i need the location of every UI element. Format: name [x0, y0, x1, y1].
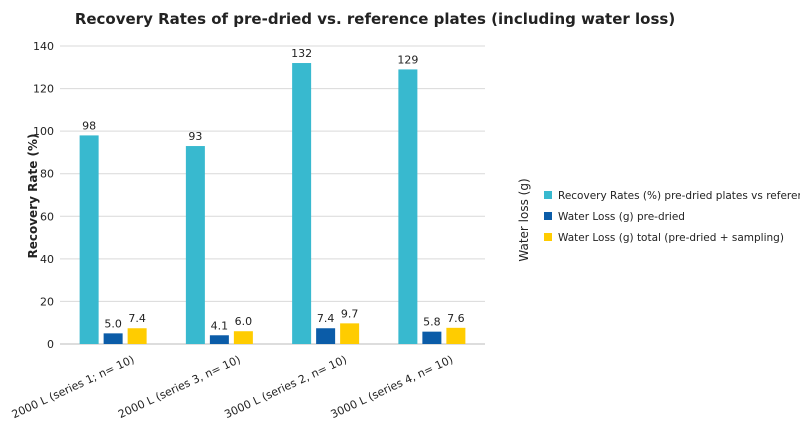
y2-axis-label: Water loss (g) — [517, 178, 531, 261]
y-tick-label: 60 — [40, 210, 54, 223]
legend-swatch — [544, 212, 552, 220]
y-tick-label: 0 — [47, 338, 54, 351]
bar — [292, 63, 312, 345]
data-label: 7.4 — [128, 312, 146, 325]
data-label: 7.4 — [317, 312, 335, 325]
legend-label: Water Loss (g) pre-dried — [558, 211, 685, 223]
data-label: 7.6 — [447, 312, 465, 325]
data-label: 129 — [397, 53, 418, 66]
bar — [340, 323, 360, 344]
data-label: 5.0 — [104, 317, 122, 330]
legend-label: Recovery Rates (%) pre-dried plates vs r… — [558, 190, 800, 202]
chart-title: Recovery Rates of pre-dried vs. referenc… — [75, 10, 675, 28]
legend-swatch — [544, 233, 552, 241]
bar — [233, 331, 253, 344]
data-label: 93 — [188, 130, 202, 143]
bar — [209, 335, 229, 344]
legend-swatch — [544, 191, 552, 199]
y-tick-label: 140 — [33, 40, 54, 53]
data-label: 5.8 — [423, 316, 441, 329]
bar — [127, 328, 147, 344]
legend-label: Water Loss (g) total (pre-dried + sampli… — [558, 232, 784, 244]
y-tick-label: 40 — [40, 253, 54, 266]
y-tick-label: 20 — [40, 295, 54, 308]
y-axis-label: Recovery Rate (%) — [26, 134, 40, 259]
y-tick-label: 120 — [33, 83, 54, 96]
data-label: 6.0 — [235, 315, 253, 328]
y-tick-label: 100 — [33, 125, 54, 138]
bar — [316, 328, 336, 344]
bar — [422, 331, 442, 344]
data-label: 98 — [82, 119, 96, 132]
y-tick-label: 80 — [40, 168, 54, 181]
data-label: 132 — [291, 47, 312, 60]
bar — [185, 146, 205, 344]
bar — [446, 327, 466, 344]
bar — [103, 333, 123, 344]
bar — [79, 135, 99, 344]
data-label: 9.7 — [341, 307, 359, 320]
bar — [398, 69, 418, 345]
data-label: 4.1 — [211, 319, 229, 332]
